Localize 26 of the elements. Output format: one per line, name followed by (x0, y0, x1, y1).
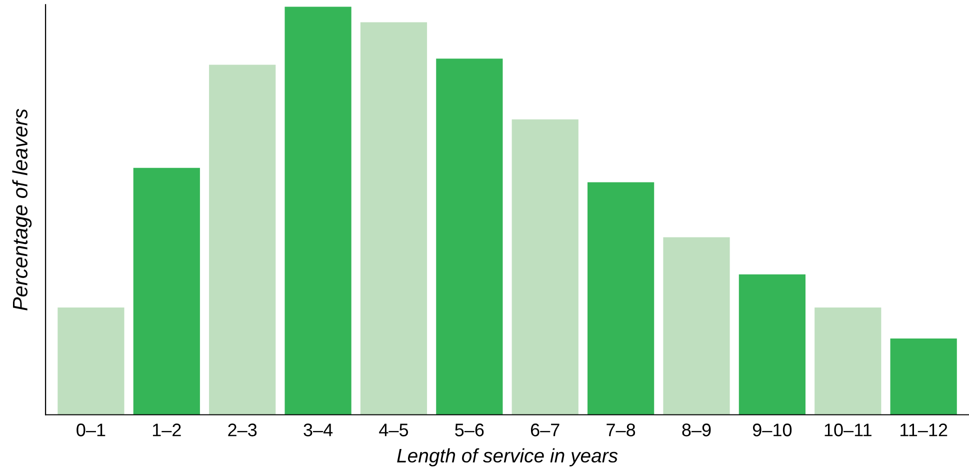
x-tick-label: 10–11 (824, 424, 872, 436)
bar (588, 182, 654, 415)
x-tick-label: 8–9 (682, 424, 711, 436)
bar (209, 64, 276, 415)
bar (738, 274, 806, 415)
bar (814, 307, 882, 415)
x-tick-label: 11–12 (900, 424, 948, 436)
x-tick-label: 6–7 (530, 424, 560, 436)
x-tick-label: 0–1 (76, 424, 106, 436)
bar (512, 119, 578, 415)
bar (360, 22, 428, 415)
x-tick-label: 1–2 (152, 424, 181, 436)
bar (133, 168, 200, 415)
x-tick-label: 3–4 (304, 424, 333, 436)
bar (284, 6, 352, 415)
bar (436, 58, 503, 415)
x-tick-label: 9–10 (752, 424, 792, 436)
x-tick-label: 4–5 (379, 424, 408, 436)
y-axis-title: Percentage of leavers (12, 108, 32, 310)
x-tick-label: 7–8 (606, 424, 636, 436)
bar (663, 237, 730, 415)
x-tick-label: 5–6 (455, 424, 484, 436)
x-axis-title: Length of service in years (397, 448, 618, 466)
x-tick-label: 2–3 (228, 424, 257, 436)
bar (58, 307, 124, 415)
bar (890, 338, 957, 415)
